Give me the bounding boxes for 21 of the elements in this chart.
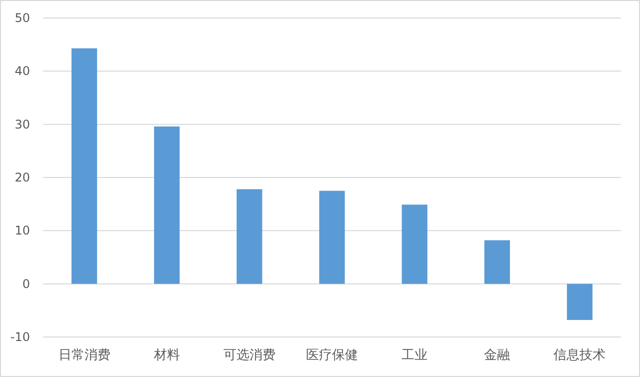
bar	[566, 284, 593, 320]
y-tick-label: 10	[14, 224, 30, 238]
x-tick-label: 医疗保健	[306, 348, 358, 363]
y-tick-label: 40	[14, 64, 30, 78]
bar	[236, 189, 262, 284]
y-tick-label: -10	[10, 330, 30, 344]
x-tick-label: 日常消费	[58, 348, 110, 363]
bar	[319, 190, 345, 284]
x-tick-label: 信息技术	[554, 348, 606, 363]
bar	[484, 240, 510, 284]
x-tick-label: 工业	[402, 348, 428, 363]
bar	[402, 204, 428, 284]
y-tick-label: 30	[14, 117, 30, 132]
y-tick-label: 20	[14, 170, 30, 184]
bar	[71, 48, 98, 284]
x-tick-label: 可选消费	[223, 348, 276, 363]
x-tick-label: 材料	[152, 348, 180, 363]
y-tick-label: 50	[14, 11, 30, 25]
x-tick-label: 金融	[484, 348, 510, 363]
y-tick-label: 0	[22, 276, 30, 291]
bar	[154, 126, 180, 284]
